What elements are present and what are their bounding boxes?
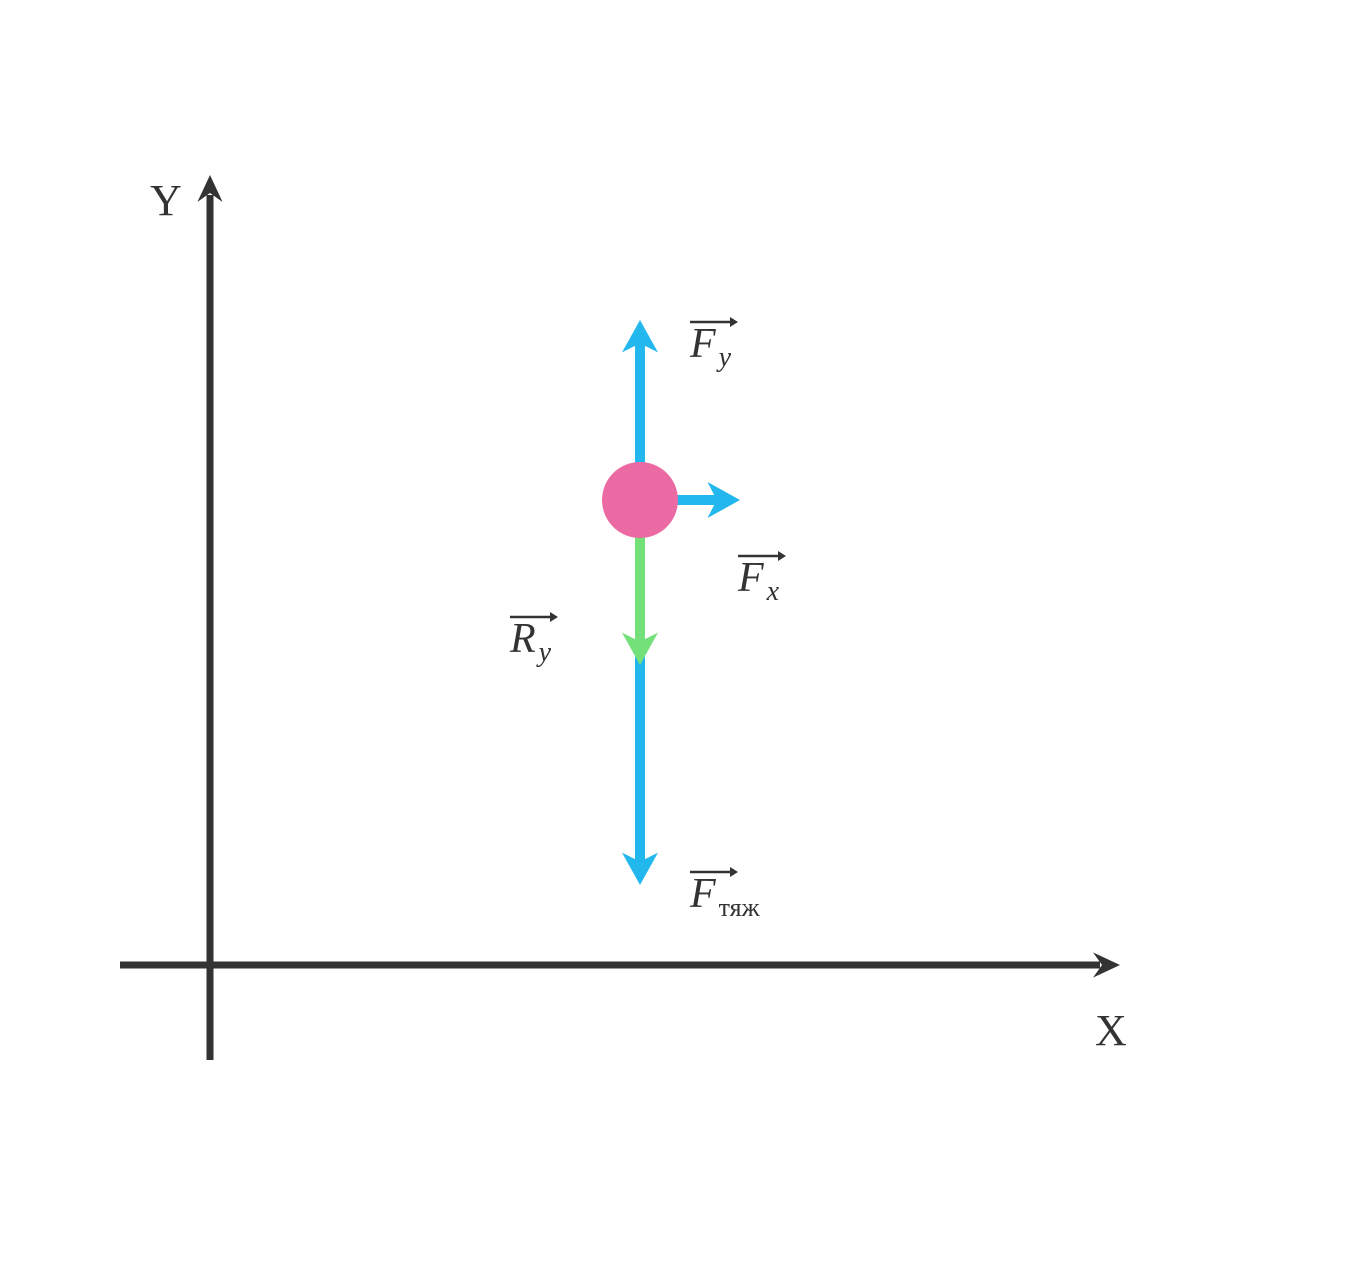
- diagram-svg: [0, 0, 1350, 1273]
- point-mass: [602, 462, 678, 538]
- label-Ftyazh: Fтяж: [690, 870, 760, 923]
- y-axis-label: Y: [150, 175, 182, 226]
- label-Fy: Fy: [690, 320, 731, 374]
- physics-force-diagram: X Y Fy Fx Fтяж Ry: [0, 0, 1350, 1273]
- label-Ry: Ry: [510, 615, 551, 669]
- y-axis: [197, 175, 222, 1060]
- x-axis: [120, 952, 1120, 977]
- label-Fx: Fx: [738, 554, 779, 608]
- x-axis-label: X: [1095, 1005, 1127, 1056]
